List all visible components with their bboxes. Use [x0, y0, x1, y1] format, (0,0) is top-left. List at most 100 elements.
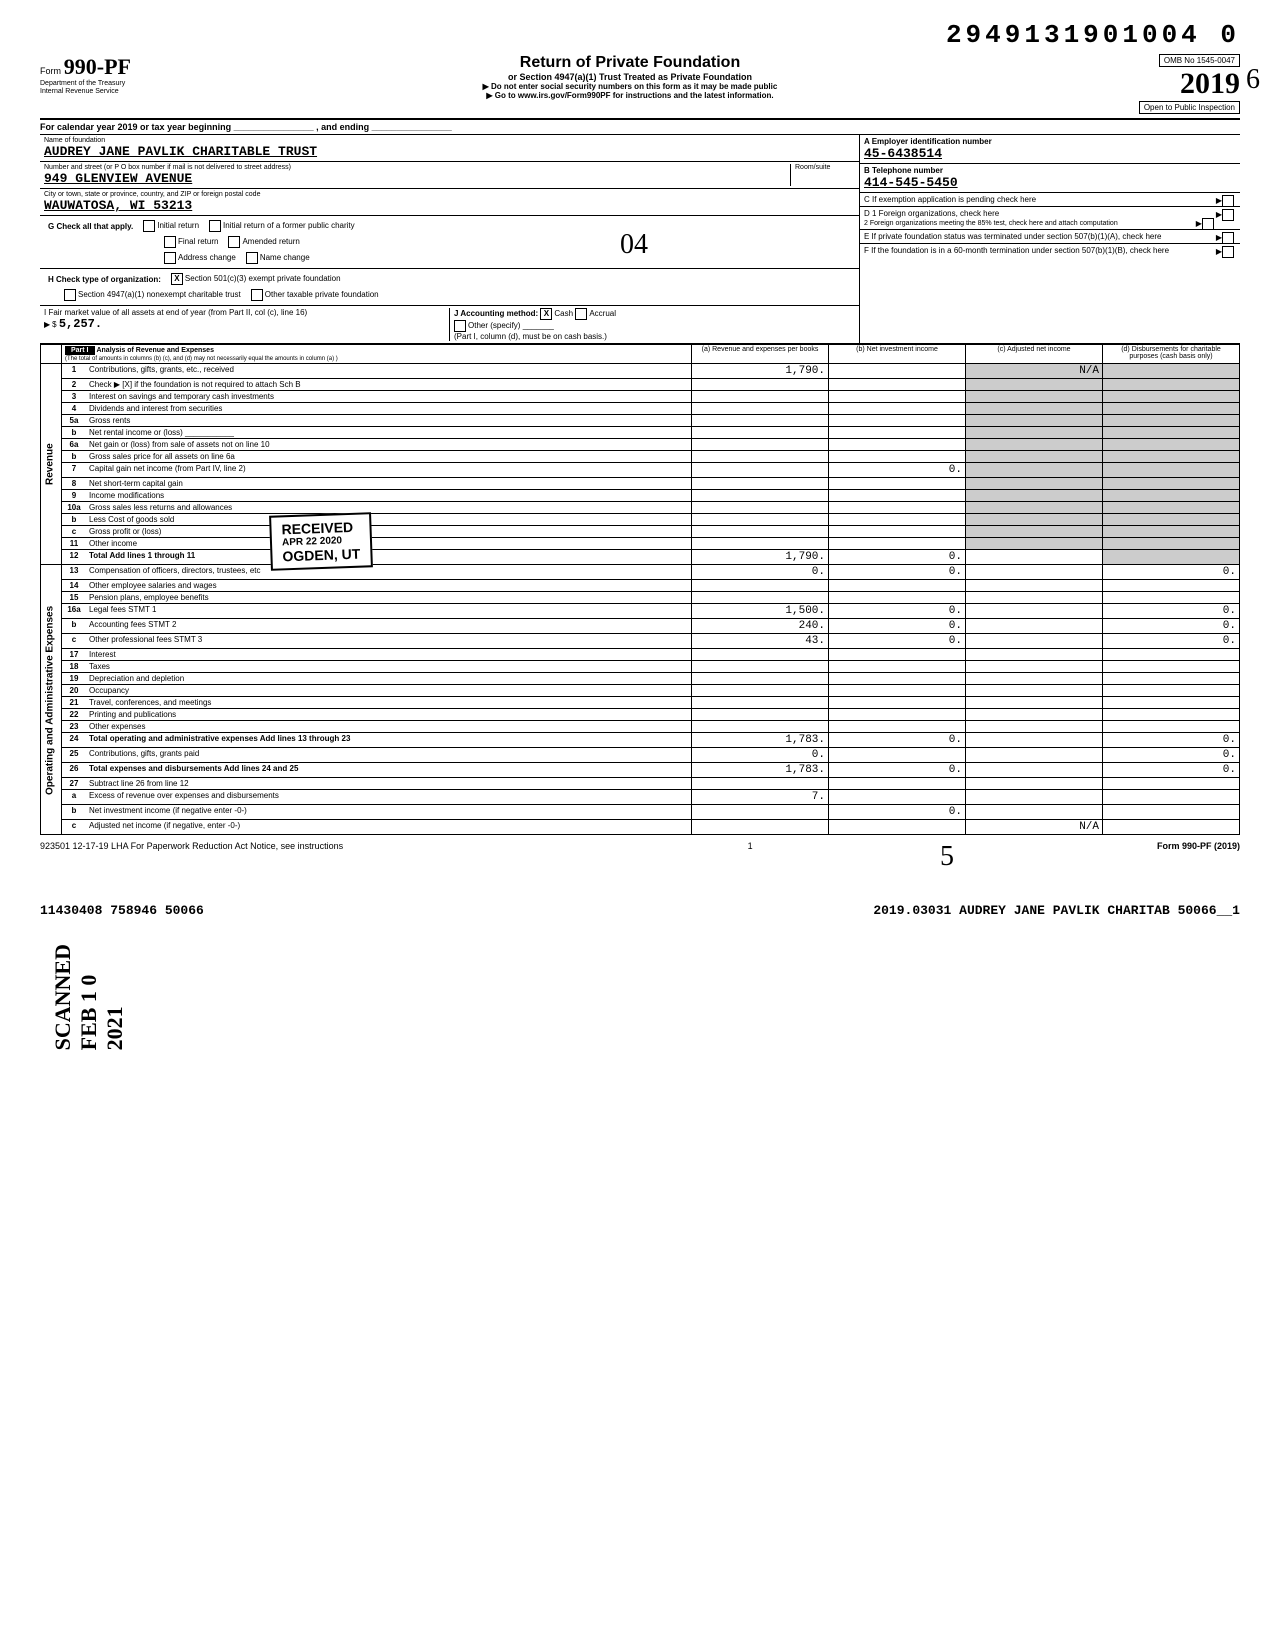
title-box: Return of Private Foundation or Section … [220, 54, 1040, 100]
other-taxable-checkbox[interactable] [251, 289, 263, 301]
cell-a [692, 514, 829, 526]
row-number: 9 [62, 490, 87, 502]
cell-b: 0. [829, 733, 966, 748]
cell-c [966, 685, 1103, 697]
cell-a [692, 592, 829, 604]
cell-d [1103, 778, 1240, 790]
page-footer: 923501 12-17-19 LHA For Paperwork Reduct… [40, 841, 1240, 851]
table-row: Revenue1Contributions, gifts, grants, et… [41, 364, 1240, 379]
cell-b [829, 364, 966, 379]
amended-checkbox[interactable] [228, 236, 240, 248]
cell-d: 0. [1103, 634, 1240, 649]
part1-table: Part I Analysis of Revenue and Expenses … [40, 344, 1240, 835]
col-d-header: (d) Disbursements for charitable purpose… [1103, 345, 1240, 364]
cell-d [1103, 685, 1240, 697]
table-row: 14Other employee salaries and wages [41, 580, 1240, 592]
cell-a [692, 805, 829, 820]
row-desc: Contributions, gifts, grants, etc., rece… [86, 364, 692, 379]
cell-b [829, 451, 966, 463]
row-number: b [62, 514, 87, 526]
addr-change-checkbox[interactable] [164, 252, 176, 264]
4947-checkbox[interactable] [64, 289, 76, 301]
final-return-checkbox[interactable] [164, 236, 176, 248]
fmv-value: 5,257. [59, 317, 102, 331]
cell-a [692, 379, 829, 391]
handwritten-04: 04 [620, 229, 648, 261]
accrual-checkbox[interactable] [575, 308, 587, 320]
cell-c [966, 619, 1103, 634]
table-row: 21Travel, conferences, and meetings [41, 697, 1240, 709]
501c3-checkbox[interactable] [171, 273, 183, 285]
other-method-checkbox[interactable] [454, 320, 466, 332]
c-checkbox[interactable] [1222, 195, 1234, 207]
row-desc: Other employee salaries and wages [86, 580, 692, 592]
cell-b [829, 778, 966, 790]
cell-a: 1,783. [692, 733, 829, 748]
opt-namechange: Name change [260, 253, 310, 262]
row-number: 11 [62, 538, 87, 550]
cell-b [829, 439, 966, 451]
cell-b [829, 379, 966, 391]
cell-c [966, 379, 1103, 391]
year-box: OMB No 1545-0047 2019 Open to Public Ins… [1040, 54, 1240, 114]
cell-a [692, 526, 829, 538]
received-text: RECEIVED [281, 519, 359, 538]
cell-b [829, 502, 966, 514]
initial-former-checkbox[interactable] [209, 220, 221, 232]
cell-c [966, 763, 1103, 778]
cell-a [692, 502, 829, 514]
e-checkbox[interactable] [1222, 232, 1234, 244]
cell-d [1103, 649, 1240, 661]
row-desc: Check ▶ [X] if the foundation is not req… [86, 379, 692, 391]
bottom-right: 2019.03031 AUDREY JANE PAVLIK CHARITAB 5… [873, 903, 1240, 918]
row-number: 1 [62, 364, 87, 379]
cell-d [1103, 439, 1240, 451]
cell-a [692, 709, 829, 721]
footer-left: 923501 12-17-19 LHA For Paperwork Reduct… [40, 841, 343, 851]
cell-d [1103, 697, 1240, 709]
name-change-checkbox[interactable] [246, 252, 258, 264]
row-number: 14 [62, 580, 87, 592]
col-c-header: (c) Adjusted net income [966, 345, 1103, 364]
opt-4947: Section 4947(a)(1) nonexempt charitable … [78, 290, 241, 299]
cell-a [692, 538, 829, 550]
row-number: 6a [62, 439, 87, 451]
row-desc: Net rental income or (loss) ___________ [86, 427, 692, 439]
row-desc: Accounting fees STMT 2 [86, 619, 692, 634]
initial-return-checkbox[interactable] [143, 220, 155, 232]
cash-checkbox[interactable] [540, 308, 552, 320]
row-desc: Occupancy [86, 685, 692, 697]
cell-c [966, 526, 1103, 538]
f-checkbox[interactable] [1222, 246, 1234, 258]
d2-checkbox[interactable] [1202, 218, 1214, 230]
table-row: 4Dividends and interest from securities [41, 403, 1240, 415]
part1-label: Part I [65, 346, 95, 355]
phone-value: 414-545-5450 [864, 175, 1236, 190]
room-label: Room/suite [795, 164, 855, 171]
f-label: F If the foundation is in a 60-month ter… [864, 246, 1169, 255]
opt-othertax: Other taxable private foundation [265, 290, 379, 299]
row-desc: Other income [86, 538, 692, 550]
row-desc: Travel, conferences, and meetings [86, 697, 692, 709]
cell-b [829, 649, 966, 661]
cell-b: 0. [829, 763, 966, 778]
cell-a [692, 463, 829, 478]
scanned-stamp: SCANNED FEB 1 0 2021 [50, 944, 128, 1050]
row-desc: Other professional fees STMT 3 [86, 634, 692, 649]
row-number: b [62, 451, 87, 463]
cell-c [966, 490, 1103, 502]
table-row: cOther professional fees STMT 343.0.0. [41, 634, 1240, 649]
opt-cash: Cash [554, 309, 573, 318]
form-subtitle: or Section 4947(a)(1) Trust Treated as P… [220, 72, 1040, 82]
d1-checkbox[interactable] [1222, 209, 1234, 221]
cell-b [829, 526, 966, 538]
cell-d [1103, 673, 1240, 685]
row-number: a [62, 790, 87, 805]
cell-a [692, 697, 829, 709]
cell-c: N/A [966, 820, 1103, 835]
h-label: H Check type of organization: [48, 275, 161, 284]
cell-b [829, 580, 966, 592]
table-row: 27Subtract line 26 from line 12 [41, 778, 1240, 790]
cell-d [1103, 790, 1240, 805]
row-number: 16a [62, 604, 87, 619]
